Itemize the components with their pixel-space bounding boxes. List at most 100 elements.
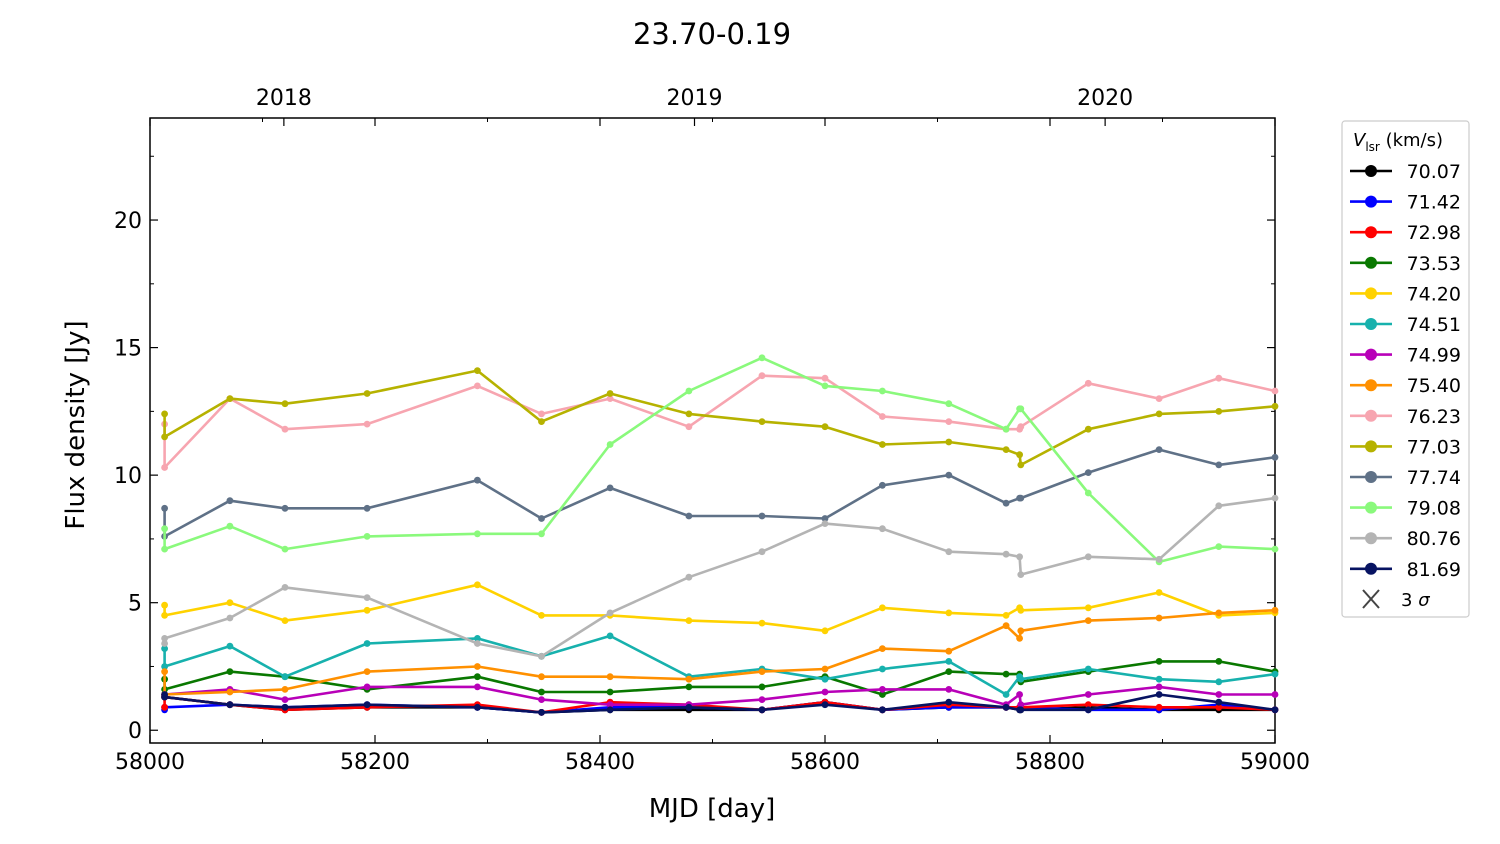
legend-label: 72.98 bbox=[1407, 222, 1461, 244]
data-point bbox=[1155, 675, 1163, 683]
legend-marker bbox=[1365, 501, 1377, 514]
data-point bbox=[1017, 571, 1025, 578]
x-tick-label: 58400 bbox=[565, 750, 635, 775]
data-point bbox=[474, 663, 481, 670]
data-point bbox=[1084, 379, 1092, 387]
data-point bbox=[945, 400, 953, 408]
data-point bbox=[1271, 387, 1279, 395]
data-point bbox=[1017, 706, 1025, 714]
data-point bbox=[945, 548, 953, 556]
x-tick-label: 58600 bbox=[790, 750, 860, 775]
data-point bbox=[1002, 670, 1010, 678]
series-line bbox=[164, 685, 1275, 707]
data-point bbox=[758, 668, 766, 675]
data-point bbox=[161, 410, 169, 418]
series-79.08 bbox=[161, 354, 1279, 566]
series-73.53 bbox=[161, 658, 1279, 698]
legend-entry: 71.42 bbox=[1350, 192, 1461, 214]
data-point bbox=[1271, 453, 1279, 461]
y-tick-label: 15 bbox=[114, 337, 142, 362]
data-point bbox=[758, 372, 766, 380]
data-point bbox=[1084, 553, 1092, 561]
data-point bbox=[1155, 658, 1163, 665]
series-line bbox=[163, 369, 1276, 467]
series-line bbox=[163, 374, 1276, 469]
data-point bbox=[821, 701, 829, 709]
data-point bbox=[685, 423, 693, 431]
x-tick-label: 59000 bbox=[1240, 750, 1310, 775]
data-point bbox=[758, 683, 766, 691]
data-point bbox=[1215, 658, 1223, 665]
legend-label: 80.76 bbox=[1407, 528, 1461, 550]
data-point bbox=[758, 354, 766, 362]
data-point bbox=[606, 390, 614, 397]
data-point bbox=[363, 504, 371, 512]
data-point bbox=[1017, 627, 1025, 635]
data-point bbox=[1017, 494, 1025, 502]
data-point bbox=[1155, 683, 1163, 691]
data-point bbox=[161, 703, 169, 711]
legend-label: 79.08 bbox=[1407, 498, 1461, 520]
data-point bbox=[1002, 550, 1010, 558]
data-point bbox=[1155, 446, 1163, 453]
data-point bbox=[945, 686, 953, 693]
legend-entry: 81.69 bbox=[1350, 559, 1461, 581]
legend-entry: 74.99 bbox=[1350, 345, 1461, 367]
data-point bbox=[606, 441, 614, 448]
data-point bbox=[363, 668, 371, 675]
data-point bbox=[1271, 691, 1279, 698]
data-point bbox=[281, 425, 289, 433]
data-point bbox=[474, 635, 481, 642]
data-point bbox=[685, 683, 693, 691]
data-point bbox=[1155, 395, 1163, 402]
series-76.23 bbox=[161, 372, 1279, 471]
series-77.03 bbox=[161, 367, 1279, 469]
data-point bbox=[606, 701, 614, 709]
data-point bbox=[1016, 451, 1023, 459]
data-point bbox=[474, 683, 481, 691]
data-point bbox=[1017, 675, 1025, 683]
legend-marker bbox=[1365, 348, 1377, 361]
data-point bbox=[945, 658, 953, 665]
data-point bbox=[281, 584, 289, 591]
legend-entry: 74.20 bbox=[1350, 283, 1461, 305]
legend-label: 74.51 bbox=[1407, 314, 1461, 336]
data-point bbox=[1084, 701, 1092, 709]
data-point bbox=[1215, 543, 1223, 550]
series-line bbox=[163, 356, 1276, 564]
series-line bbox=[163, 609, 1276, 696]
data-point bbox=[538, 696, 545, 703]
data-point bbox=[879, 413, 886, 420]
data-point bbox=[1002, 622, 1010, 630]
data-point bbox=[281, 686, 289, 693]
data-point bbox=[606, 673, 614, 681]
data-point bbox=[1002, 425, 1010, 433]
legend-title-unit: (km/s) bbox=[1380, 130, 1443, 151]
series-77.74 bbox=[161, 446, 1279, 540]
data-point bbox=[1084, 469, 1092, 476]
data-point bbox=[821, 665, 829, 673]
data-point bbox=[161, 433, 169, 441]
data-point bbox=[1271, 545, 1279, 553]
legend-items: 70.07 71.42 72.98 73.53 74.20 74.51 74.99 75.40… bbox=[1350, 161, 1461, 581]
data-point bbox=[363, 701, 371, 709]
data-point bbox=[226, 395, 234, 402]
data-point bbox=[363, 606, 371, 614]
legend-entry: 79.08 bbox=[1350, 498, 1461, 520]
data-point bbox=[281, 545, 289, 553]
data-point bbox=[821, 675, 829, 683]
series-line bbox=[163, 693, 1276, 714]
data-point bbox=[1271, 606, 1279, 614]
legend-title-v: V bbox=[1353, 130, 1367, 151]
data-point bbox=[538, 410, 545, 418]
data-point bbox=[945, 609, 953, 617]
data-point bbox=[538, 612, 545, 619]
data-point bbox=[1155, 555, 1163, 563]
series-80.76 bbox=[161, 494, 1279, 660]
data-point bbox=[879, 604, 886, 612]
data-point bbox=[226, 688, 234, 696]
data-point bbox=[161, 635, 169, 642]
legend-sigma-entry: 3 σ bbox=[1362, 589, 1430, 611]
data-point bbox=[758, 696, 766, 703]
